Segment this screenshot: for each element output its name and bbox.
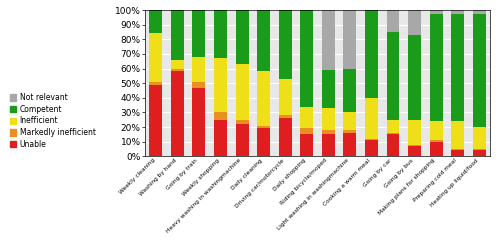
- Bar: [236, 120, 248, 124]
- Bar: [236, 64, 248, 120]
- Bar: [214, 112, 227, 120]
- Bar: [214, 58, 227, 112]
- Bar: [365, 140, 378, 156]
- Bar: [408, 35, 421, 120]
- Bar: [473, 150, 486, 156]
- Bar: [386, 134, 400, 156]
- Bar: [322, 10, 335, 70]
- Bar: [171, 10, 184, 60]
- Bar: [430, 140, 442, 142]
- Bar: [408, 146, 421, 156]
- Bar: [451, 150, 464, 156]
- Bar: [150, 34, 162, 82]
- Bar: [192, 10, 205, 57]
- Bar: [171, 72, 184, 156]
- Bar: [257, 72, 270, 125]
- Legend: Not relevant, Competent, Inefficient, Markedly inefficient, Unable: Not relevant, Competent, Inefficient, Ma…: [9, 92, 97, 150]
- Bar: [451, 149, 464, 150]
- Bar: [300, 129, 313, 134]
- Bar: [451, 121, 464, 149]
- Bar: [322, 70, 335, 108]
- Bar: [322, 134, 335, 156]
- Bar: [430, 10, 442, 14]
- Bar: [386, 133, 400, 134]
- Bar: [278, 115, 291, 118]
- Bar: [278, 79, 291, 115]
- Bar: [150, 82, 162, 85]
- Bar: [171, 69, 184, 72]
- Bar: [150, 10, 162, 34]
- Bar: [365, 10, 378, 98]
- Bar: [473, 149, 486, 150]
- Bar: [344, 69, 356, 112]
- Bar: [322, 130, 335, 134]
- Bar: [214, 10, 227, 58]
- Bar: [408, 145, 421, 146]
- Bar: [300, 134, 313, 156]
- Bar: [473, 14, 486, 127]
- Bar: [257, 129, 270, 156]
- Bar: [236, 10, 248, 64]
- Bar: [430, 142, 442, 156]
- Bar: [473, 10, 486, 14]
- Bar: [344, 133, 356, 156]
- Bar: [192, 82, 205, 87]
- Bar: [171, 60, 184, 69]
- Bar: [257, 10, 270, 72]
- Bar: [300, 10, 313, 107]
- Bar: [322, 108, 335, 130]
- Bar: [408, 120, 421, 145]
- Bar: [408, 10, 421, 35]
- Bar: [386, 120, 400, 133]
- Bar: [365, 139, 378, 140]
- Bar: [278, 10, 291, 79]
- Bar: [365, 98, 378, 139]
- Bar: [214, 120, 227, 156]
- Bar: [386, 32, 400, 120]
- Bar: [451, 10, 464, 14]
- Bar: [236, 124, 248, 156]
- Bar: [257, 125, 270, 129]
- Bar: [192, 87, 205, 156]
- Bar: [192, 57, 205, 82]
- Bar: [430, 14, 442, 121]
- Bar: [430, 121, 442, 140]
- Bar: [344, 10, 356, 69]
- Bar: [386, 10, 400, 32]
- Bar: [451, 14, 464, 121]
- Bar: [344, 130, 356, 133]
- Bar: [300, 107, 313, 129]
- Bar: [150, 85, 162, 156]
- Bar: [278, 118, 291, 156]
- Bar: [344, 112, 356, 130]
- Bar: [473, 127, 486, 149]
